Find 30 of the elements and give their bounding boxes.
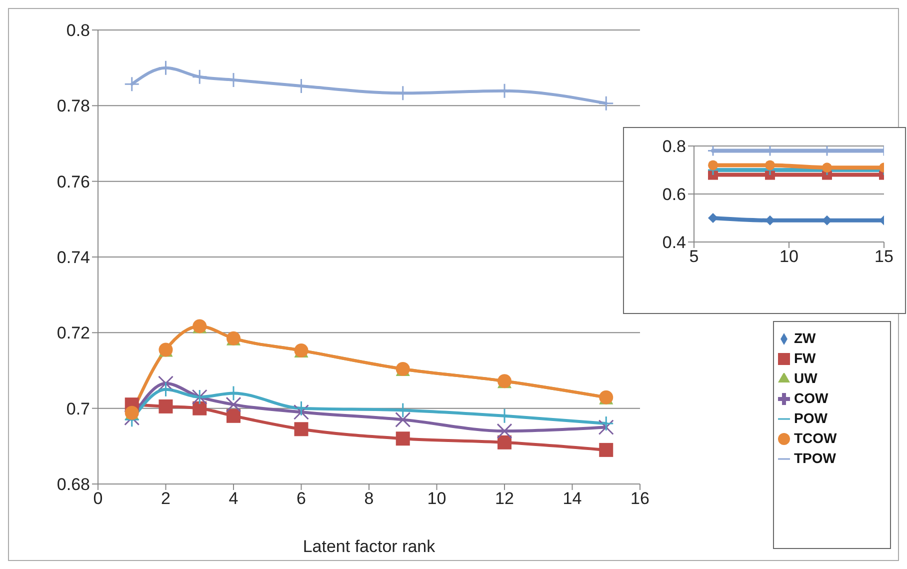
- y-tick-label: 0.68: [56, 475, 90, 494]
- y-tick-label: 0.7: [66, 399, 90, 418]
- x-tick-label: 8: [364, 489, 374, 508]
- y-tick-label: 0.72: [56, 324, 90, 343]
- x-tick-label: 2: [161, 489, 170, 508]
- x-tick-label: 4: [228, 489, 238, 508]
- x-tick-label: 10: [427, 489, 446, 508]
- x-tick-label: 12: [495, 489, 514, 508]
- y-tick-label: 0.6: [662, 185, 686, 204]
- x-tick-label: 0: [93, 489, 103, 508]
- x-tick-label: 5: [689, 247, 699, 266]
- x-tick-label: 10: [780, 247, 798, 266]
- y-tick-label: 0.8: [66, 21, 90, 40]
- legend-label: POW: [794, 410, 828, 426]
- x-tick-label: 16: [630, 489, 650, 508]
- y-tick-label: 0.8: [662, 137, 686, 156]
- x-axis-title: Latent factor rank: [302, 537, 436, 556]
- legend-label: TPOW: [794, 450, 836, 466]
- legend-label: TCOW: [794, 430, 837, 446]
- x-tick-label: 14: [562, 489, 582, 508]
- legend-label: UW: [794, 370, 818, 386]
- legend-label: ZW: [794, 330, 816, 346]
- y-tick-label: 0.76: [56, 172, 90, 192]
- x-tick-label: 6: [296, 489, 306, 508]
- legend-label: FW: [794, 350, 816, 366]
- legend-label: COW: [794, 390, 828, 406]
- x-tick-label: 15: [874, 247, 894, 266]
- y-tick-label: 0.4: [662, 233, 686, 252]
- y-tick-label: 0.74: [56, 248, 90, 268]
- y-tick-label: 0.78: [56, 96, 90, 116]
